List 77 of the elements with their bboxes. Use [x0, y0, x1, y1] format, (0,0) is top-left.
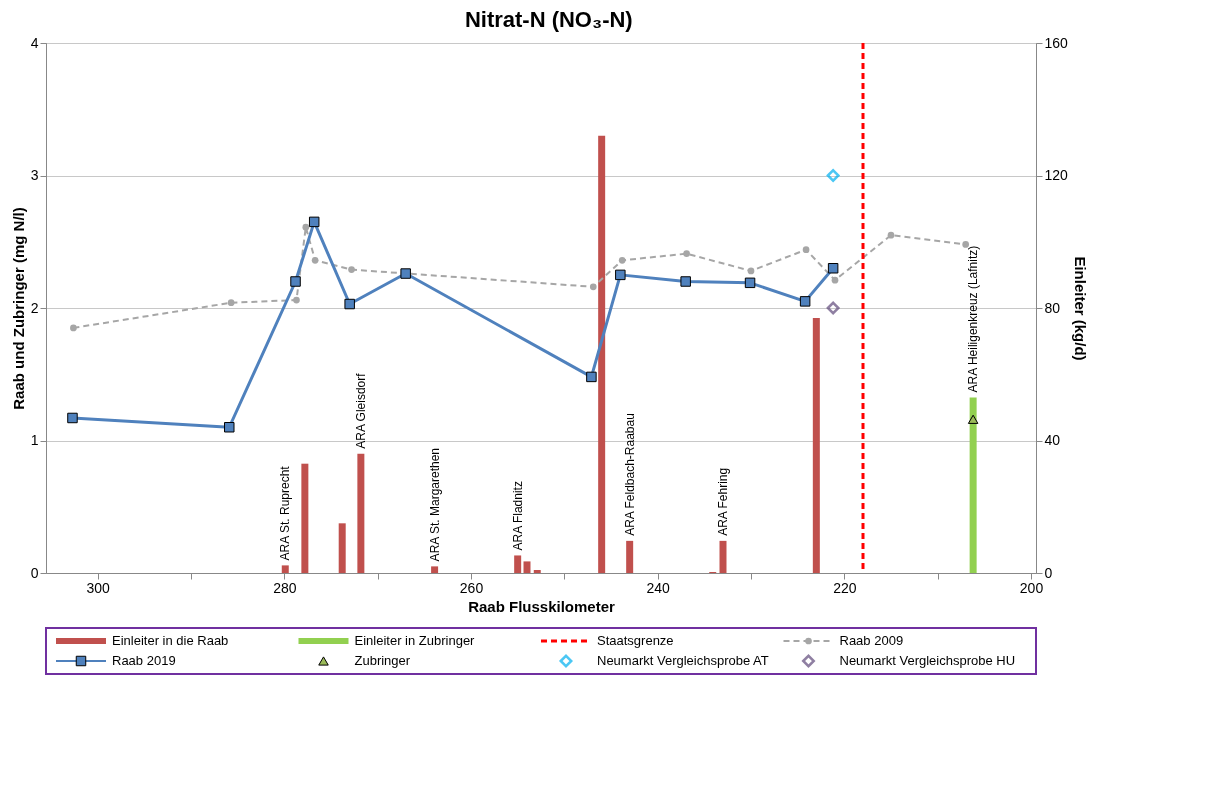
point — [311, 256, 319, 264]
legend-label: Einleiter in die Raab — [112, 633, 229, 648]
point — [293, 296, 300, 304]
bar — [431, 566, 439, 573]
point — [589, 283, 597, 291]
bar — [281, 565, 289, 573]
y2-axis-title: Einleiter (kg/d) — [1071, 256, 1089, 361]
point — [799, 296, 811, 307]
x-tick-label: 200 — [1019, 579, 1044, 596]
x-tick-label: 240 — [646, 579, 671, 596]
point — [308, 216, 320, 228]
point — [618, 256, 626, 264]
y-tick-label: 0 — [30, 564, 39, 581]
legend-label: Neumarkt Vergleichsprobe HU — [839, 653, 1016, 668]
legend-label: Einleiter in Zubringer — [354, 633, 476, 648]
legend-label: Staatsgrenze — [597, 633, 674, 648]
data-label: ARA Fehring — [716, 467, 730, 536]
chart-title: Nitrat-N (NO₃-N) — [464, 6, 633, 32]
legend-label: Neumarkt Vergleichsprobe AT — [597, 653, 769, 668]
bar — [338, 523, 346, 573]
legend-label: Raab 2019 — [112, 653, 176, 668]
y-axis-title: Raab und Zubringer (mg N/l) — [9, 207, 27, 410]
point — [680, 276, 691, 287]
y2-tick-label: 80 — [1044, 299, 1061, 316]
bar — [357, 453, 365, 573]
y-tick-label: 1 — [30, 432, 39, 448]
bar — [626, 540, 634, 573]
legend-label: Zubringer — [354, 653, 411, 668]
bar — [533, 570, 541, 573]
data-label: ARA St. Ruprecht — [278, 465, 293, 561]
bar — [523, 561, 531, 573]
y2-tick-label: 120 — [1044, 167, 1069, 183]
bar — [514, 555, 522, 573]
point — [344, 298, 355, 310]
point — [224, 422, 235, 433]
point — [827, 263, 839, 274]
point — [967, 414, 979, 424]
point — [802, 246, 810, 254]
point — [290, 276, 301, 287]
x-tick-label: 260 — [459, 579, 484, 596]
y-tick-label: 4 — [30, 34, 39, 51]
bar — [719, 540, 727, 573]
data-label: ARA Feldbach-Raabau — [622, 413, 637, 536]
point — [831, 276, 839, 284]
point — [962, 241, 970, 248]
point — [302, 223, 310, 231]
point — [227, 299, 235, 307]
x-tick-label: 220 — [833, 579, 857, 596]
point — [400, 268, 411, 279]
y-tick-label: 3 — [30, 167, 39, 183]
bar — [301, 463, 309, 573]
point — [826, 301, 840, 315]
x-tick-label: 280 — [273, 579, 297, 596]
y2-tick-label: 0 — [1044, 564, 1053, 581]
point — [67, 412, 78, 424]
legend-label: Raab 2009 — [839, 633, 904, 648]
y-tick-label: 2 — [30, 299, 39, 316]
data-label: ARA Fladnitz — [510, 481, 525, 551]
point — [747, 267, 755, 275]
data-label: ARA Heiligenkreuz (Lafnitz) — [966, 245, 981, 393]
x-axis-title: Raab Flusskilometer — [468, 597, 616, 615]
bar — [969, 397, 977, 573]
data-label: ARA Gleisdorf — [353, 372, 368, 449]
point — [70, 324, 77, 332]
point — [887, 231, 895, 239]
point — [586, 371, 597, 383]
y2-tick-label: 160 — [1044, 34, 1069, 51]
point — [683, 250, 690, 258]
point — [744, 277, 756, 289]
data-label: ARA St. Margarethen — [427, 447, 442, 562]
point — [615, 269, 626, 281]
point — [826, 169, 840, 182]
bar — [812, 317, 820, 573]
point — [348, 266, 355, 273]
bar — [598, 135, 606, 573]
y2-tick-label: 40 — [1044, 432, 1061, 448]
x-tick-label: 300 — [86, 579, 111, 596]
